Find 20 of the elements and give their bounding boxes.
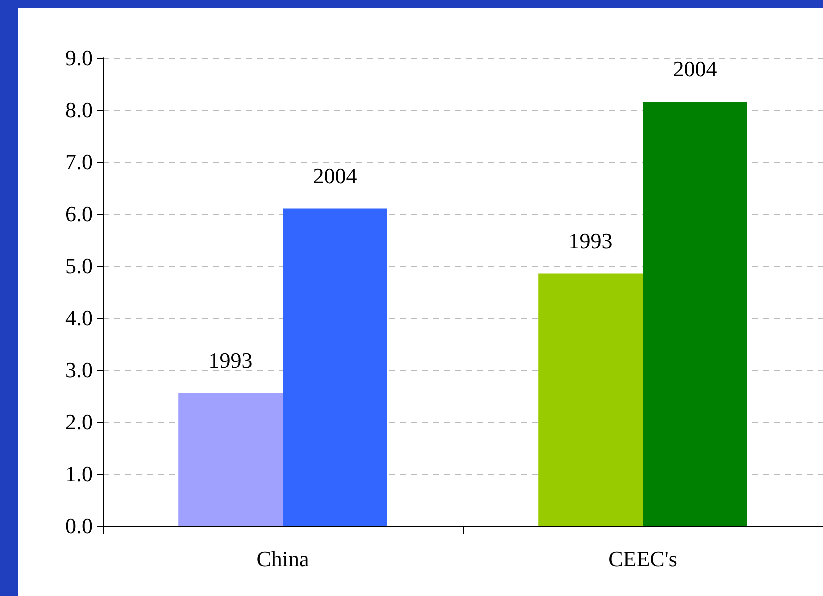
y-tick-label: 4.0 [66, 306, 93, 330]
text: 2004 [673, 56, 718, 82]
bar [283, 208, 388, 526]
y-tick-label: 1.0 [66, 462, 93, 486]
bar [643, 102, 748, 526]
series-label: 1993 [208, 348, 253, 373]
text: 1993 [568, 228, 613, 254]
y-tick-label: 6.0 [66, 202, 93, 226]
y-tick-label: 3.0 [66, 358, 93, 382]
y-tick-label: 7.0 [66, 150, 93, 174]
y-tick-label: 0.0 [66, 514, 93, 538]
y-tick-label: 5.0 [66, 254, 93, 278]
series-label: 2004 [313, 163, 358, 188]
x-tick-label: CEEC's [608, 546, 678, 572]
y-tick-label: 8.0 [66, 98, 93, 122]
x-tick-label: China [256, 546, 310, 572]
bar [178, 393, 283, 526]
y-tick-label: 9.0 [66, 46, 93, 70]
bar [538, 274, 643, 526]
y-tick-label: 2.0 [66, 410, 93, 434]
